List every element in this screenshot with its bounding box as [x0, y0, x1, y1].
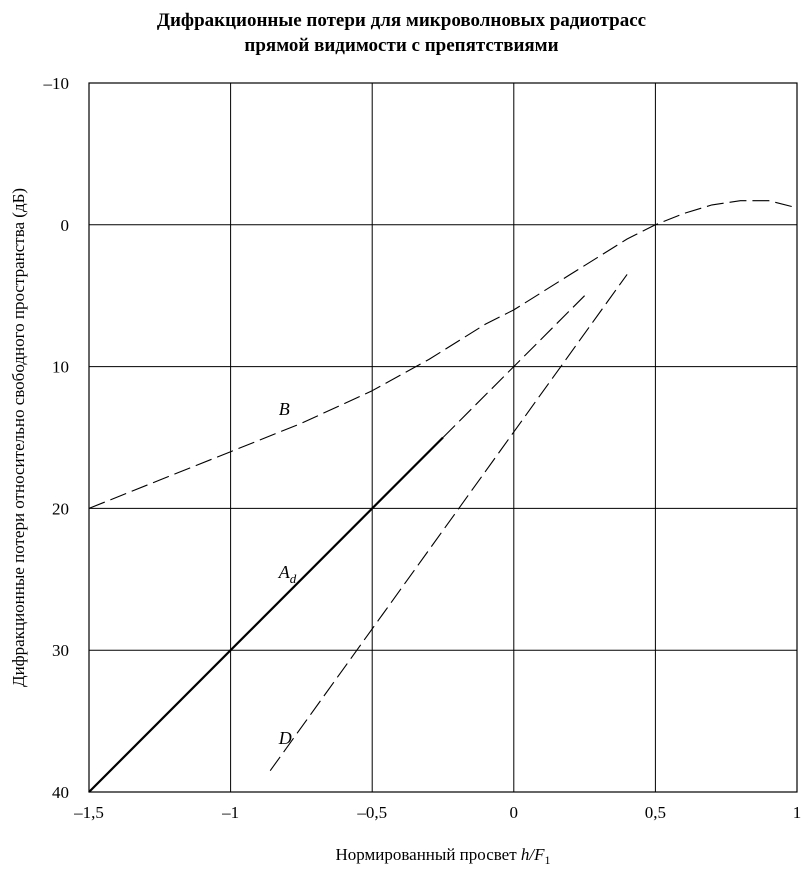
series-group: [88, 200, 798, 793]
y-tick-label: 0: [61, 216, 70, 235]
y-tick-label: 10: [52, 358, 69, 377]
y-tick-label: 20: [52, 499, 69, 518]
x-tick-labels: –1,5 –1 –0,5 0 0,5 1: [73, 803, 801, 822]
series-b-dashed-line: [88, 200, 798, 509]
x-axis-label-text: Нормированный просвет: [335, 845, 517, 864]
series-ad-solid-line: [88, 436, 444, 793]
x-axis-label-sub: 1: [545, 853, 551, 867]
series-ad-dashed-line: [442, 295, 585, 438]
x-tick-label: –1: [221, 803, 239, 822]
curve-label-d: D: [278, 728, 292, 748]
x-tick-label: 1: [793, 803, 802, 822]
x-tick-label: –0,5: [356, 803, 387, 822]
y-tick-label: –10: [43, 74, 70, 93]
chart-title-line-1: Дифракционные потери для микроволновых р…: [156, 10, 647, 31]
series-d-dashed-line: [269, 274, 628, 772]
plot-frame: [88, 82, 798, 793]
curve-labels: B Ad D: [278, 399, 297, 748]
x-tick-label: 0,5: [645, 803, 666, 822]
curve-label-ad: Ad: [278, 562, 297, 586]
x-tick-label: 0: [510, 803, 519, 822]
x-tick-label: –1,5: [73, 803, 104, 822]
y-tick-labels: –10 0 10 20 30 40: [43, 74, 70, 802]
chart-title-line-2: прямой видимости с препятствиями: [244, 35, 559, 56]
x-axis-label-var: h/F: [521, 845, 545, 864]
x-axis-label: Нормированный просвет h/F1: [335, 845, 550, 867]
y-axis-label: Дифракционные потери относительно свобод…: [9, 188, 28, 687]
curve-label-b: B: [279, 399, 290, 419]
y-tick-label: 40: [52, 783, 69, 802]
y-tick-label: 30: [52, 641, 69, 660]
chart-title: Дифракционные потери для микроволновых р…: [0, 8, 803, 58]
